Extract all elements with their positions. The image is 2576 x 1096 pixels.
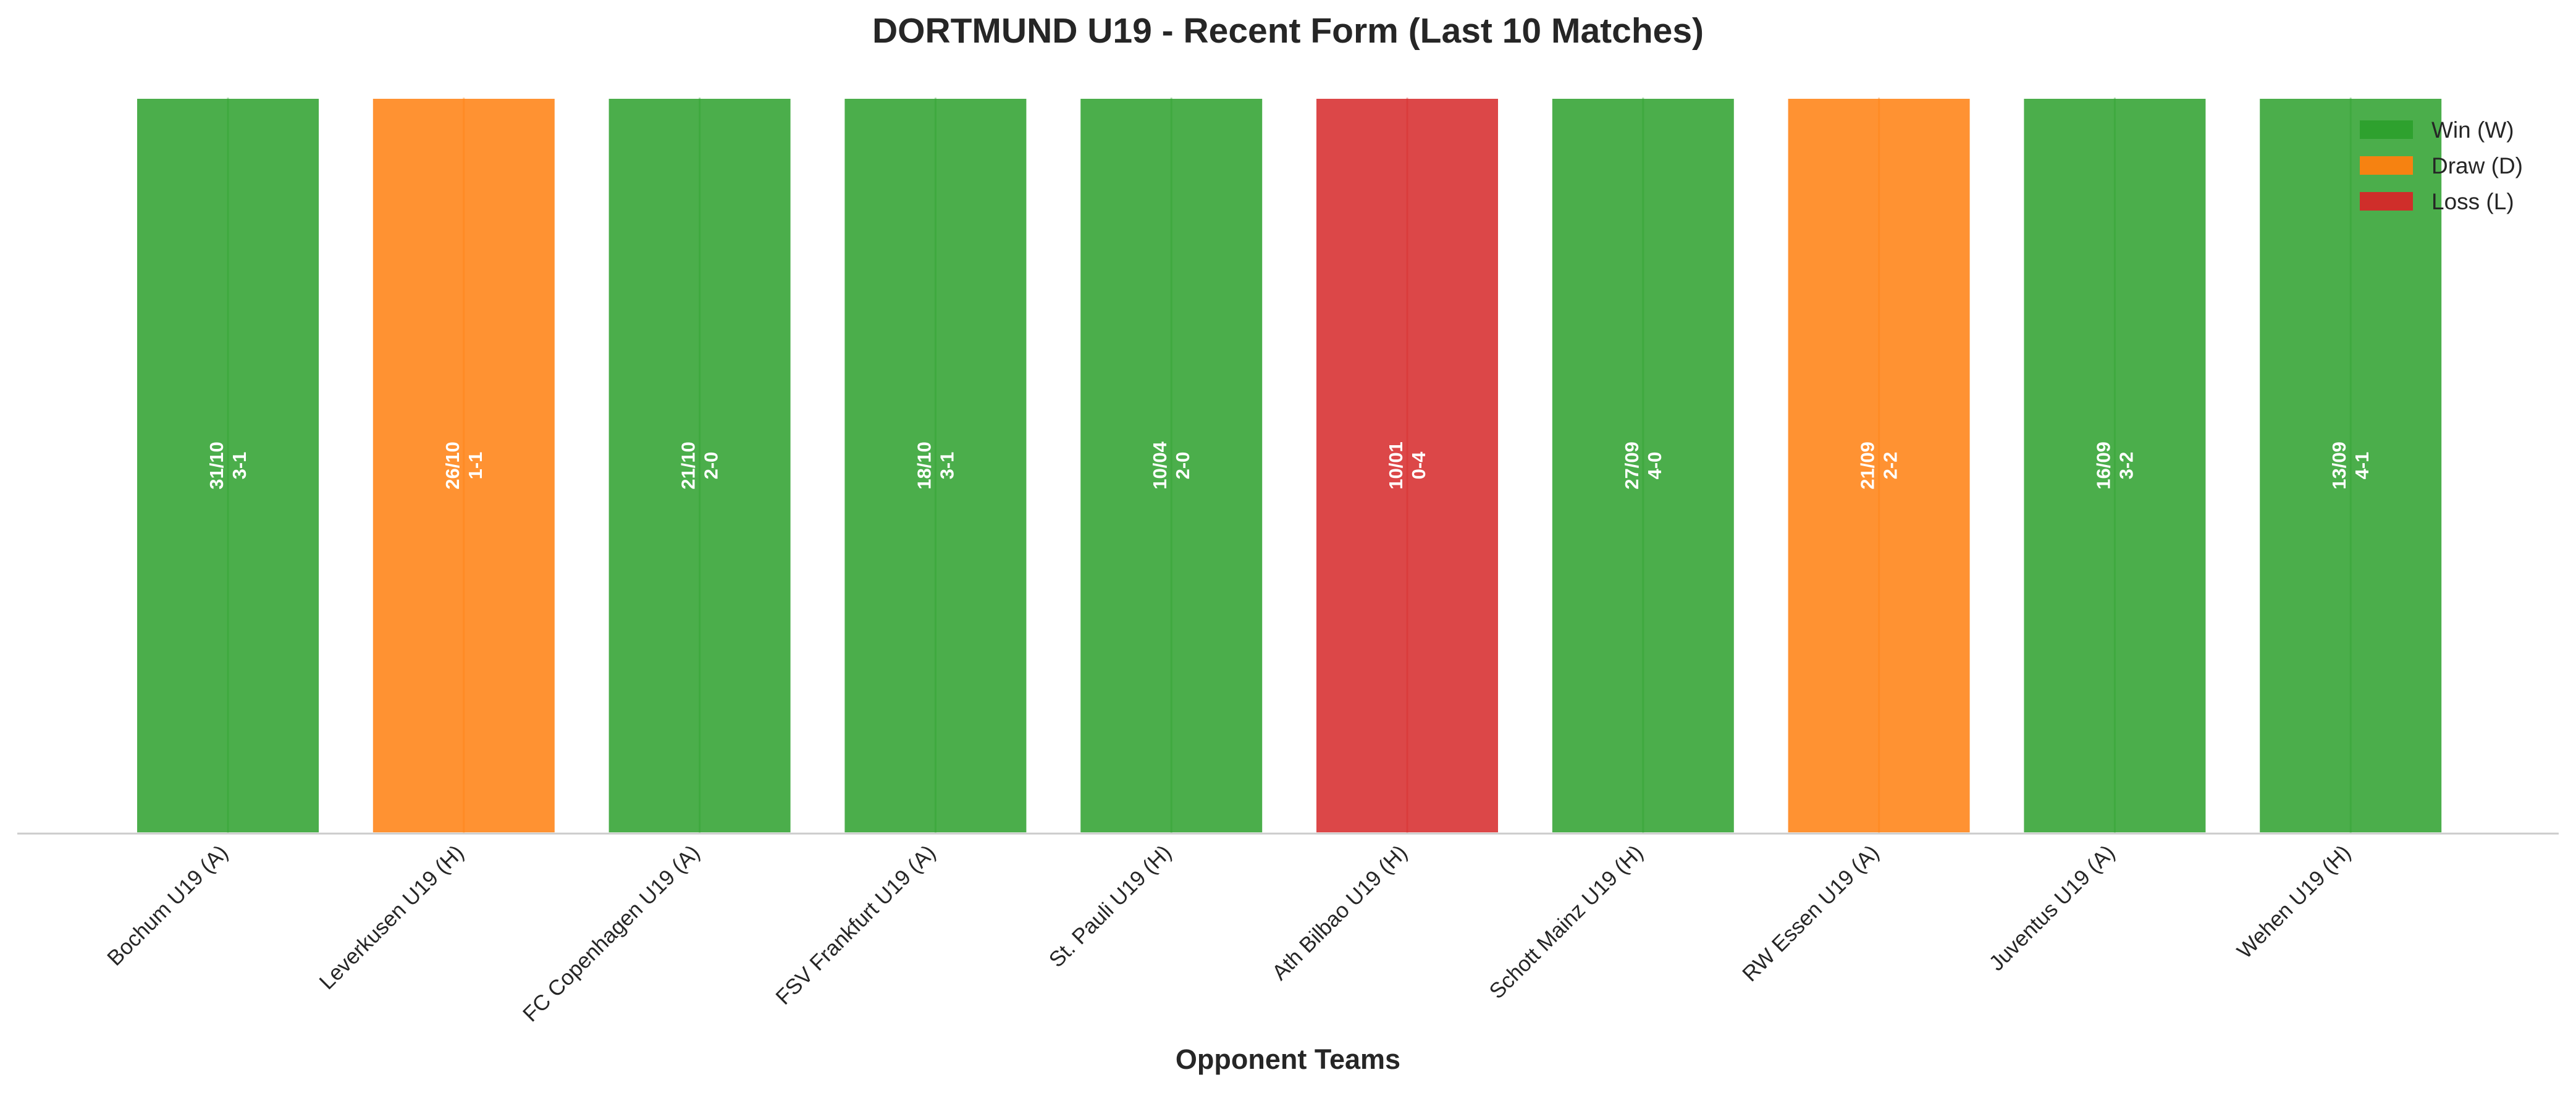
x-tick-label-10: Wehen U19 (H) bbox=[2233, 840, 2355, 963]
bar-score-label-6: 0-4 bbox=[1408, 451, 1429, 480]
x-tick-label-2: Leverkusen U19 (H) bbox=[314, 840, 468, 994]
legend-swatch-l bbox=[2360, 192, 2413, 211]
legend-label-w: Win (W) bbox=[2431, 117, 2514, 143]
legend: Win (W) Draw (D) Loss (L) bbox=[2360, 117, 2523, 214]
x-tick-label-3: FC Copenhagen U19 (A) bbox=[518, 840, 704, 1026]
bar-score-label-9: 3-2 bbox=[2115, 452, 2137, 480]
bar-date-label-7: 27/09 bbox=[1621, 441, 1643, 490]
bar-date-label-10: 13/09 bbox=[2328, 441, 2350, 490]
bar-score-label-10: 4-1 bbox=[2351, 452, 2373, 480]
bar-score-label-8: 2-2 bbox=[1880, 452, 1901, 480]
bar-date-label-6: 10/01 bbox=[1385, 441, 1407, 490]
x-tick-label-8: RW Essen U19 (A) bbox=[1738, 840, 1884, 986]
bar-label-4: 18/103-1 bbox=[913, 441, 958, 490]
bar-2 bbox=[370, 96, 557, 835]
bar-7 bbox=[1549, 96, 1736, 835]
bar-score-label-7: 4-0 bbox=[1644, 452, 1665, 480]
legend-label-d: Draw (D) bbox=[2431, 153, 2523, 178]
legend-swatch-w bbox=[2360, 120, 2413, 139]
bar-label-10: 13/094-1 bbox=[2328, 441, 2373, 490]
bar-date-label-9: 16/09 bbox=[2092, 441, 2114, 490]
x-tick-labels: Bochum U19 (A) Leverkusen U19 (H) FC Copen… bbox=[103, 840, 2355, 1026]
bar-date-label-4: 18/10 bbox=[913, 441, 935, 490]
bar-label-8: 21/092-2 bbox=[1857, 441, 1901, 490]
bar-score-label-3: 2-0 bbox=[701, 452, 722, 480]
legend-swatch-d bbox=[2360, 156, 2413, 175]
bar-10 bbox=[2257, 96, 2444, 835]
bar-date-label-2: 26/10 bbox=[442, 441, 463, 490]
bar-4 bbox=[842, 96, 1029, 835]
x-tick-label-6: Ath Bilbao U19 (H) bbox=[1268, 840, 1412, 985]
bar-score-label-2: 1-1 bbox=[465, 452, 486, 480]
bar-label-9: 16/093-2 bbox=[2092, 441, 2137, 490]
bar-label-2: 26/101-1 bbox=[442, 441, 486, 490]
x-tick-label-9: Juventus U19 (A) bbox=[1984, 840, 2119, 976]
bar-label-6: 10/010-4 bbox=[1385, 441, 1429, 490]
bar-score-label-4: 3-1 bbox=[936, 452, 958, 480]
bar-6 bbox=[1314, 96, 1501, 835]
bar-date-label-1: 31/10 bbox=[206, 441, 227, 490]
bar-label-5: 10/042-0 bbox=[1149, 441, 1193, 489]
bar-score-label-1: 3-1 bbox=[229, 452, 250, 480]
bars-layer: 31/103-1 26/101-1 21/102-0 18/103-1 10/042-0… bbox=[135, 96, 2444, 835]
x-tick-label-4: FSV Frankfurt U19 (A) bbox=[771, 840, 940, 1010]
chart-title: DORTMUND U19 - Recent Form (Last 10 Matc… bbox=[872, 11, 1704, 51]
bar-1 bbox=[135, 96, 321, 835]
legend-label-l: Loss (L) bbox=[2431, 189, 2514, 214]
bar-3 bbox=[606, 96, 793, 835]
x-axis-label: Opponent Teams bbox=[1176, 1044, 1400, 1075]
bar-score-label-5: 2-0 bbox=[1172, 452, 1193, 480]
bar-date-label-8: 21/09 bbox=[1857, 441, 1879, 490]
bar-label-3: 21/102-0 bbox=[678, 441, 722, 490]
x-tick-label-5: St. Pauli U19 (H) bbox=[1045, 840, 1176, 972]
bar-label-7: 27/094-0 bbox=[1621, 441, 1665, 490]
bar-date-label-5: 10/04 bbox=[1149, 441, 1171, 489]
bar-label-1: 31/103-1 bbox=[206, 441, 250, 490]
x-tick-label-1: Bochum U19 (A) bbox=[103, 840, 233, 971]
x-tick-label-7: Schott Mainz U19 (H) bbox=[1484, 840, 1648, 1003]
bar-date-label-3: 21/10 bbox=[678, 441, 699, 490]
bar-5 bbox=[1078, 96, 1265, 835]
